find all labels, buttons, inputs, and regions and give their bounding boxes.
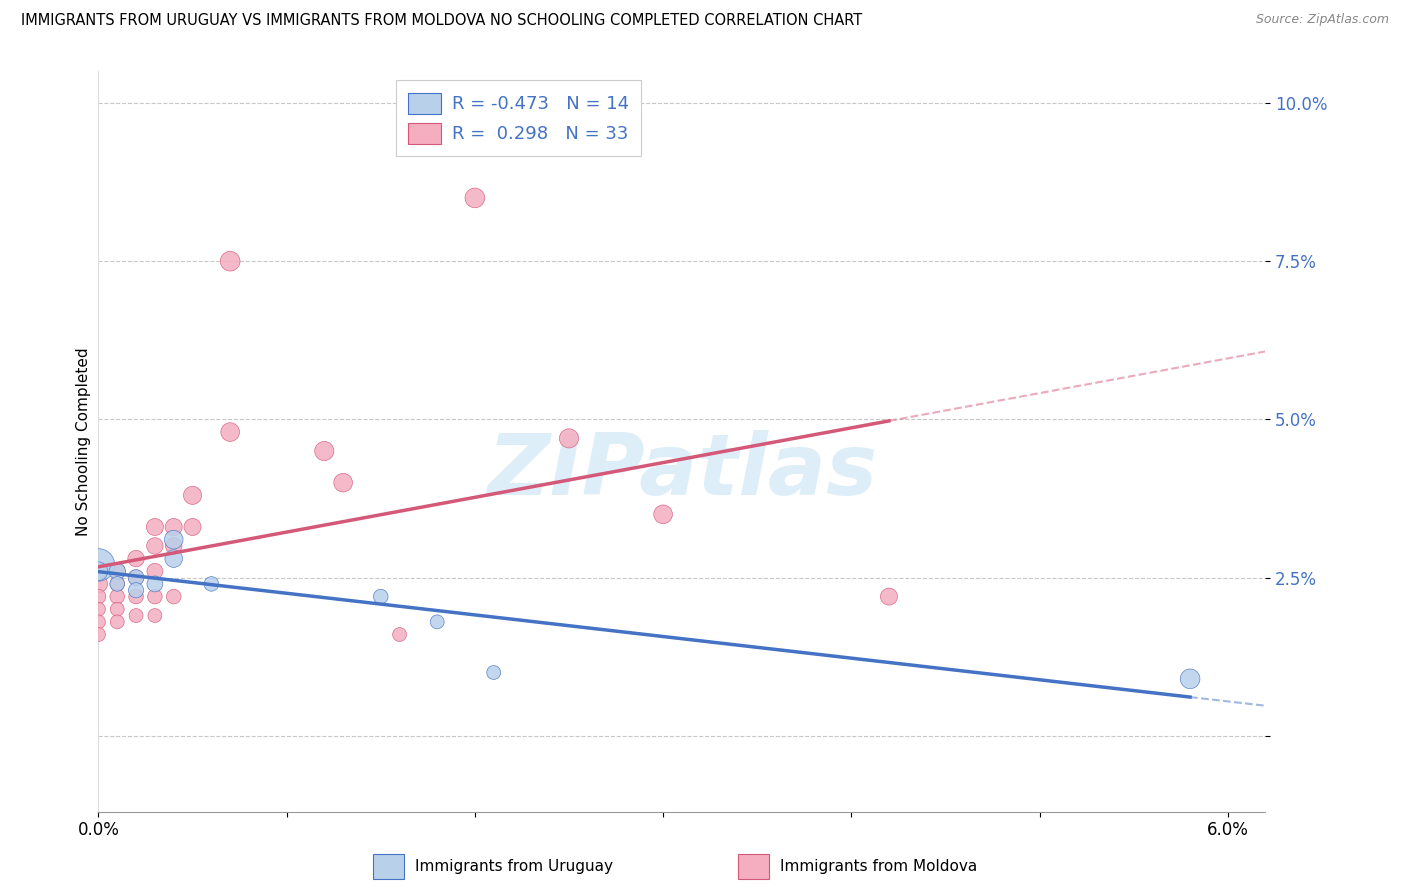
Point [105, 577, 128, 591]
Point [105, 615, 128, 629]
Y-axis label: No Schooling Completed: No Schooling Completed [76, 347, 91, 536]
Point [200, 577, 222, 591]
Point [370, 590, 392, 604]
Point [877, 590, 900, 604]
Point [105, 564, 128, 578]
Point [143, 608, 166, 623]
Point [87, 602, 110, 616]
Point [105, 602, 128, 616]
Point [87, 564, 110, 578]
Point [464, 191, 486, 205]
Legend: R = -0.473   N = 14, R =  0.298   N = 33: R = -0.473 N = 14, R = 0.298 N = 33 [395, 80, 641, 156]
Point [1178, 672, 1201, 686]
Point [125, 571, 148, 585]
Point [388, 627, 411, 641]
Point [163, 590, 186, 604]
Point [105, 564, 128, 578]
Point [163, 520, 186, 534]
Text: ZIPatlas: ZIPatlas [486, 430, 877, 513]
Point [482, 665, 505, 680]
Point [219, 425, 242, 439]
Point [105, 577, 128, 591]
Point [125, 571, 148, 585]
Text: Source: ZipAtlas.com: Source: ZipAtlas.com [1256, 13, 1389, 27]
Point [143, 577, 166, 591]
Point [87, 590, 110, 604]
Point [143, 564, 166, 578]
Point [125, 608, 148, 623]
Point [314, 444, 336, 458]
Point [163, 551, 186, 566]
Point [181, 488, 204, 502]
Point [558, 431, 581, 445]
Point [105, 590, 128, 604]
Point [87, 577, 110, 591]
Point [163, 539, 186, 553]
Point [143, 539, 166, 553]
Point [125, 590, 148, 604]
Point [181, 520, 204, 534]
Point [652, 508, 675, 522]
Point [87, 627, 110, 641]
Point [426, 615, 449, 629]
Point [143, 590, 166, 604]
Point [143, 520, 166, 534]
Point [163, 533, 186, 547]
Point [125, 551, 148, 566]
Point [219, 254, 242, 268]
Point [125, 583, 148, 598]
Text: Immigrants from Uruguay: Immigrants from Uruguay [415, 859, 613, 873]
Text: IMMIGRANTS FROM URUGUAY VS IMMIGRANTS FROM MOLDOVA NO SCHOOLING COMPLETED CORREL: IMMIGRANTS FROM URUGUAY VS IMMIGRANTS FR… [21, 13, 862, 29]
Point [87, 558, 110, 572]
Text: Immigrants from Moldova: Immigrants from Moldova [780, 859, 977, 873]
Point [332, 475, 354, 490]
Point [87, 615, 110, 629]
